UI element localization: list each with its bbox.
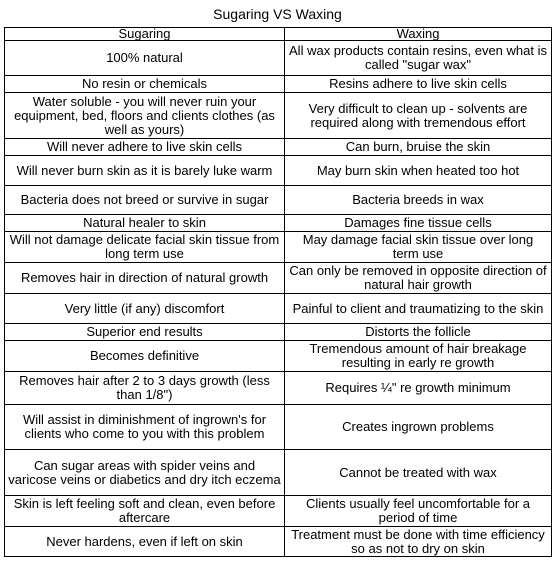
waxing-cell: Cannot be treated with wax <box>284 449 552 496</box>
table-row: Removes hair after 2 to 3 days growth (l… <box>4 371 552 405</box>
waxing-cell: Resins adhere to live skin cells <box>284 75 552 93</box>
sugaring-cell: 100% natural <box>4 40 285 76</box>
sugaring-cell: Bacteria does not breed or survive in su… <box>4 185 285 215</box>
sugaring-cell: Will never burn skin as it is barely luk… <box>4 155 285 186</box>
sugaring-cell: Can sugar areas with spider veins and va… <box>4 449 285 496</box>
sugaring-cell: Never hardens, even if left on skin <box>4 526 285 557</box>
waxing-cell: May damage facial skin tissue over long … <box>284 231 552 263</box>
waxing-cell: Can only be removed in opposite directio… <box>284 262 552 294</box>
waxing-cell: Damages fine tissue cells <box>284 214 552 232</box>
document-title: Sugaring VS Waxing <box>213 6 342 22</box>
table-header-row: Sugaring Waxing <box>4 27 552 41</box>
table-row: Will not damage delicate facial skin tis… <box>4 231 552 263</box>
table-row: No resin or chemicals Resins adhere to li… <box>4 75 552 93</box>
sugaring-cell: Superior end results <box>4 323 285 341</box>
sugaring-cell: No resin or chemicals <box>4 75 285 93</box>
table-row: Becomes definitive Tremendous amount of h… <box>4 340 552 372</box>
table-row: Superior end results Distorts the follicl… <box>4 323 552 341</box>
sugaring-cell: Very little (if any) discomfort <box>4 293 285 324</box>
sugaring-cell: Removes hair after 2 to 3 days growth (l… <box>4 371 285 405</box>
sugaring-cell: Will assist in diminishment of ingrown's… <box>4 404 285 450</box>
table-row: Will assist in diminishment of ingrown's… <box>4 404 552 450</box>
table-row: 100% natural All wax products contain res… <box>4 40 552 76</box>
table-row: Bacteria does not breed or survive in su… <box>4 185 552 215</box>
header-sugaring: Sugaring <box>4 27 285 41</box>
table-row: Removes hair in direction of natural gro… <box>4 262 552 294</box>
waxing-cell: Clients usually feel uncomfortable for a… <box>284 495 552 527</box>
table-row: Never hardens, even if left on skin Treat… <box>4 526 552 557</box>
header-waxing: Waxing <box>284 27 552 41</box>
sugaring-cell: Becomes definitive <box>4 340 285 372</box>
sugaring-cell: Will not damage delicate facial skin tis… <box>4 231 285 263</box>
waxing-cell: Very difficult to clean up - solvents ar… <box>284 92 552 139</box>
waxing-cell: Tremendous amount of hair breakage resul… <box>284 340 552 372</box>
waxing-cell: Distorts the follicle <box>284 323 552 341</box>
waxing-cell: Creates ingrown problems <box>284 404 552 450</box>
table-row: Skin is left feeling soft and clean, eve… <box>4 495 552 527</box>
table-row: Can sugar areas with spider veins and va… <box>4 449 552 496</box>
table-row: Water soluble - you will never ruin your… <box>4 92 552 139</box>
sugaring-cell: Water soluble - you will never ruin your… <box>4 92 285 139</box>
waxing-cell: Requires ¼" re growth minimum <box>284 371 552 405</box>
table-row: Natural healer to skin Damages fine tissu… <box>4 214 552 232</box>
sugaring-cell: Will never adhere to live skin cells <box>4 138 285 156</box>
sugaring-cell: Removes hair in direction of natural gro… <box>4 262 285 294</box>
waxing-cell: Painful to client and traumatizing to th… <box>284 293 552 324</box>
waxing-cell: Bacteria breeds in wax <box>284 185 552 215</box>
comparison-table: Sugaring Waxing 100% natural All wax prod… <box>4 27 552 557</box>
waxing-cell: Treatment must be done with time efficie… <box>284 526 552 557</box>
sugaring-cell: Natural healer to skin <box>4 214 285 232</box>
waxing-cell: Can burn, bruise the skin <box>284 138 552 156</box>
table-row: Will never burn skin as it is barely luk… <box>4 155 552 186</box>
waxing-cell: May burn skin when heated too hot <box>284 155 552 186</box>
table-row: Very little (if any) discomfort Painful t… <box>4 293 552 324</box>
waxing-cell: All wax products contain resins, even wh… <box>284 40 552 76</box>
table-row: Will never adhere to live skin cells Can … <box>4 138 552 156</box>
sugaring-cell: Skin is left feeling soft and clean, eve… <box>4 495 285 527</box>
